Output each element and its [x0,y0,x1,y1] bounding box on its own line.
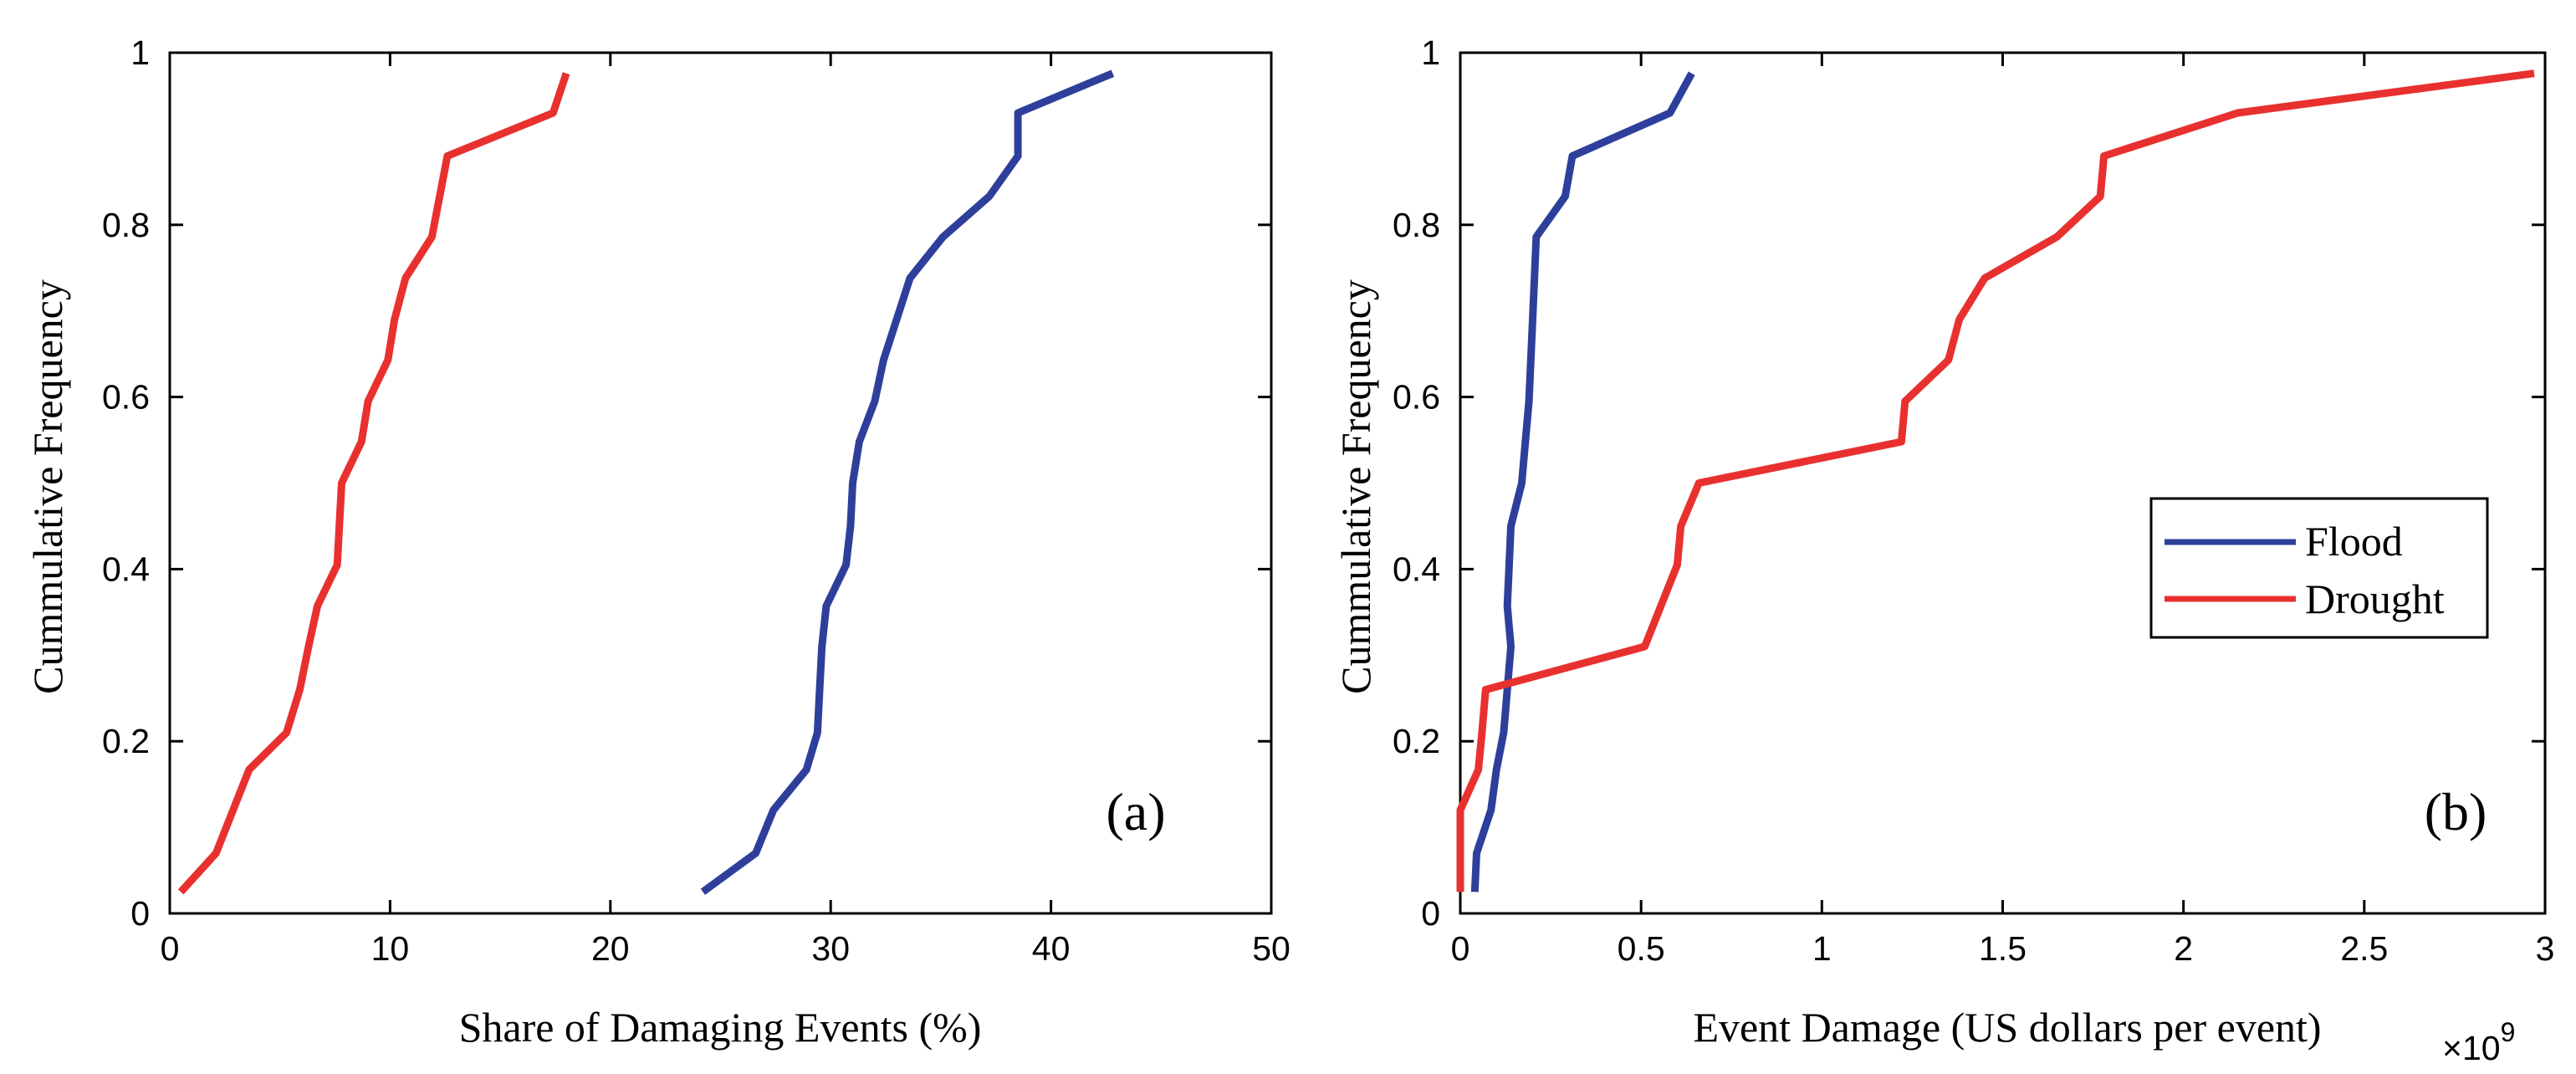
series-line-drought-a [177,72,570,895]
y-tick-label-a-4: 0.8 [102,206,150,244]
series-line-drought-b [1456,69,2535,892]
x-tick-label-a-1: 10 [371,929,410,968]
series-layer-b [1456,69,2535,892]
x-tick-label-b-0: 0 [1451,929,1470,968]
panel-b: 0 0.5 1 1.5 2 2.5 3 0 0.2 0.4 0.6 0.8 1 Event Damage… [1332,33,2554,1067]
x-axis-multiplier-base: ×10 [2442,1029,2501,1067]
x-tick-label-b-4: 2 [2174,929,2193,968]
y-tick-label-b-1: 0.2 [1393,722,1440,760]
ticks-layer-a: 0 10 20 30 40 50 0 0.2 0.4 0.6 0.8 1 [102,33,1291,968]
x-tick-label-a-5: 50 [1252,929,1291,968]
y-axis-title-a: Cummulative Frequency [24,279,71,694]
y-tick-label-b-0: 0 [1421,894,1440,933]
y-tick-label-b-2: 0.4 [1393,550,1440,588]
legend-label-drought: Drought [2305,575,2445,622]
x-tick-label-a-0: 0 [161,929,180,968]
panel-label-a: (a) [1106,782,1165,841]
y-tick-label-a-0: 0 [130,894,150,933]
panel-label-b: (b) [2425,782,2487,841]
x-tick-label-b-5: 2.5 [2340,929,2388,968]
axes-frame-a [168,51,1273,915]
series-layer-a [177,69,1115,895]
y-tick-label-b-3: 0.6 [1393,378,1440,417]
axes-frame-b [1459,51,2547,915]
y-tick-label-a-2: 0.4 [102,550,150,588]
y-axis-title-b: Cummulative Frequency [1332,279,1379,694]
x-axis-multiplier-exponent: 9 [2501,1017,2516,1047]
x-axis-multiplier-b: ×109 [2442,1017,2515,1067]
plot-area-a [168,51,1273,915]
y-tick-label-a-1: 0.2 [102,722,150,760]
plot-area-b [1459,51,2547,915]
panel-a: 0 10 20 30 40 50 0 0.2 0.4 0.6 0.8 1 Share of Damag… [24,33,1291,1051]
x-axis-title-a: Share of Damaging Events (%) [459,1004,982,1051]
legend: Flood Drought [2149,497,2489,639]
series-line-flood-a [700,69,1115,895]
x-tick-label-b-3: 1.5 [1979,929,2027,968]
series-line-flood-b [1470,71,1695,892]
y-tick-label-b-5: 1 [1421,33,1440,72]
y-tick-label-a-5: 1 [130,33,150,72]
legend-box [2149,497,2489,639]
x-tick-label-b-2: 1 [1812,929,1832,968]
y-tick-label-b-4: 0.8 [1393,206,1440,244]
x-tick-label-a-2: 20 [591,929,630,968]
legend-label-flood: Flood [2305,518,2403,565]
ticks-layer-b: 0 0.5 1 1.5 2 2.5 3 0 0.2 0.4 0.6 0.8 1 [1393,33,2554,968]
x-tick-label-b-6: 3 [2536,929,2555,968]
y-tick-label-a-3: 0.6 [102,378,150,417]
x-tick-label-a-3: 30 [811,929,850,968]
x-tick-label-b-1: 0.5 [1618,929,1665,968]
x-axis-title-b: Event Damage (US dollars per event) [1693,1004,2321,1051]
x-tick-label-a-4: 40 [1032,929,1071,968]
